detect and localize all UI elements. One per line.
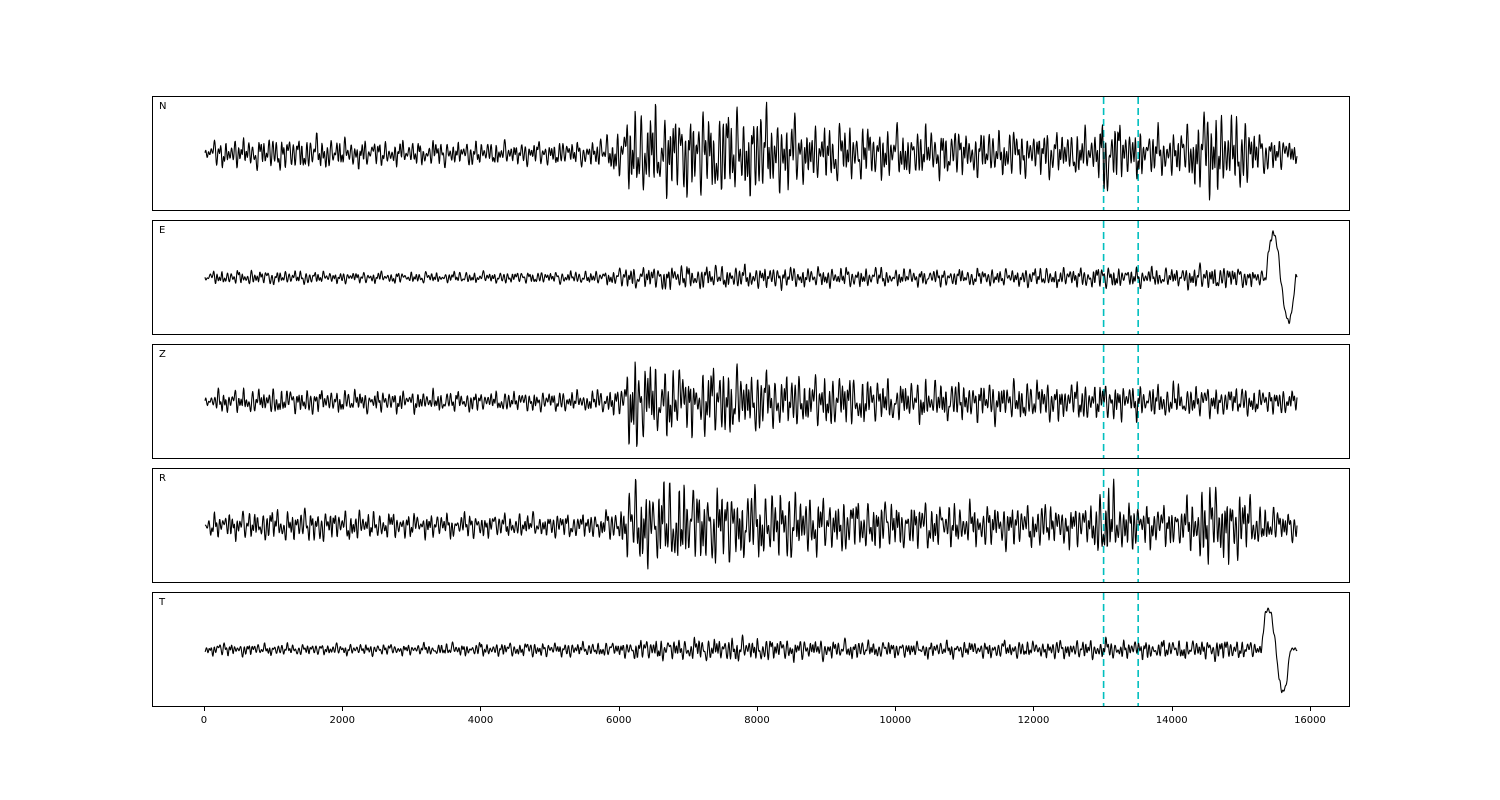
- waveform-svg: [204, 97, 1298, 210]
- x-tick-label: 8000: [744, 715, 770, 726]
- trace-panel-Z: Z: [152, 344, 1350, 459]
- trace-panel-R: R: [152, 468, 1350, 583]
- seismic-trace: [204, 607, 1298, 694]
- seismic-trace: [204, 478, 1298, 570]
- waveform-svg: [204, 221, 1298, 334]
- trace-panel-N: N: [152, 96, 1350, 211]
- panel-label: E: [159, 225, 166, 236]
- x-tick-mark: [756, 706, 758, 711]
- waveform-svg: [204, 593, 1298, 706]
- panel-label: Z: [159, 349, 166, 360]
- x-tick-mark: [1171, 706, 1173, 711]
- panel-label: R: [159, 473, 166, 484]
- trace-panel-T: T: [152, 592, 1350, 707]
- x-tick-label: 4000: [467, 715, 494, 726]
- x-tick-label: 2000: [329, 715, 355, 726]
- x-tick-mark: [203, 706, 205, 711]
- trace-panel-E: E: [152, 220, 1350, 335]
- x-tick-label: 0: [200, 715, 208, 726]
- x-tick-mark: [342, 706, 344, 711]
- panel-label: N: [159, 101, 167, 112]
- x-tick-mark: [895, 706, 897, 711]
- x-tick-label: 16000: [1294, 715, 1326, 726]
- seismic-trace: [204, 361, 1298, 447]
- x-tick-label: 10000: [879, 715, 912, 726]
- waveform-svg: [204, 345, 1298, 458]
- x-tick-mark: [1033, 706, 1035, 711]
- x-tick-label: 6000: [605, 715, 632, 726]
- panel-label: T: [159, 597, 166, 608]
- x-tick-mark: [480, 706, 482, 711]
- seismic-trace: [204, 230, 1298, 325]
- x-tick-label: 12000: [1017, 715, 1050, 726]
- x-axis: 0 2000 4000 6000 8000 10000 12000 14000 16000: [0, 706, 1500, 746]
- x-tick-mark: [1309, 706, 1311, 711]
- waveform-svg: [204, 469, 1298, 582]
- x-tick-label: 14000: [1155, 715, 1188, 726]
- x-tick-mark: [618, 706, 620, 711]
- seismic-trace: [204, 101, 1298, 201]
